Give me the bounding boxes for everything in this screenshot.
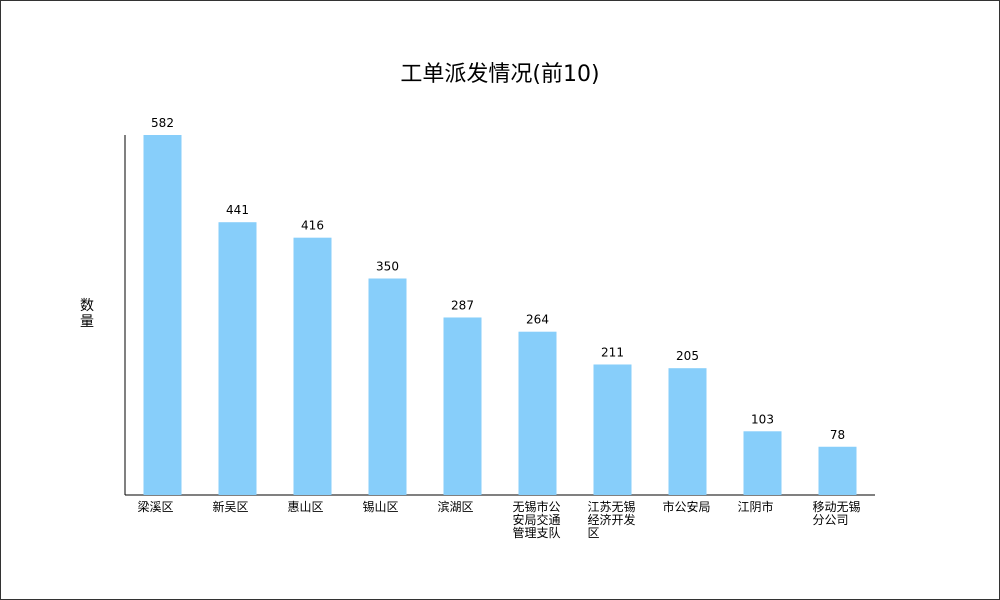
x-tick-label: 惠山区 bbox=[287, 500, 324, 514]
x-tick-label: 江阴市 bbox=[737, 500, 774, 514]
bar bbox=[743, 431, 782, 495]
data-label: 287 bbox=[451, 298, 474, 312]
data-label: 350 bbox=[376, 260, 399, 274]
bar bbox=[668, 368, 707, 495]
bar bbox=[593, 364, 632, 495]
data-label: 264 bbox=[526, 313, 549, 327]
data-label: 416 bbox=[301, 219, 324, 233]
bar bbox=[218, 222, 257, 495]
x-tick-label: 无锡市公安局交通管理支队 bbox=[512, 500, 561, 540]
bar bbox=[368, 278, 407, 495]
y-axis-label: 数量 bbox=[80, 298, 94, 330]
chart-title: 工单派发情况(前10) bbox=[400, 62, 600, 87]
data-label: 205 bbox=[676, 349, 699, 363]
x-tick-label: 市公安局 bbox=[662, 500, 711, 514]
bar bbox=[143, 135, 182, 495]
data-label: 582 bbox=[151, 116, 174, 130]
data-label: 78 bbox=[830, 428, 845, 442]
x-tick-label: 江苏无锡经济开发区 bbox=[587, 500, 636, 540]
x-tick-label: 新吴区 bbox=[212, 500, 249, 514]
x-tick-label: 梁溪区 bbox=[137, 500, 174, 514]
data-label: 103 bbox=[751, 412, 774, 426]
bar bbox=[443, 317, 482, 495]
data-label: 211 bbox=[601, 345, 624, 359]
x-tick-label: 滨湖区 bbox=[437, 500, 474, 514]
bar bbox=[818, 446, 857, 495]
bar bbox=[293, 237, 332, 495]
x-tick-label: 移动无锡分公司 bbox=[812, 500, 861, 527]
bar bbox=[518, 331, 557, 495]
data-label: 441 bbox=[226, 203, 249, 217]
x-tick-label: 锡山区 bbox=[362, 500, 399, 514]
